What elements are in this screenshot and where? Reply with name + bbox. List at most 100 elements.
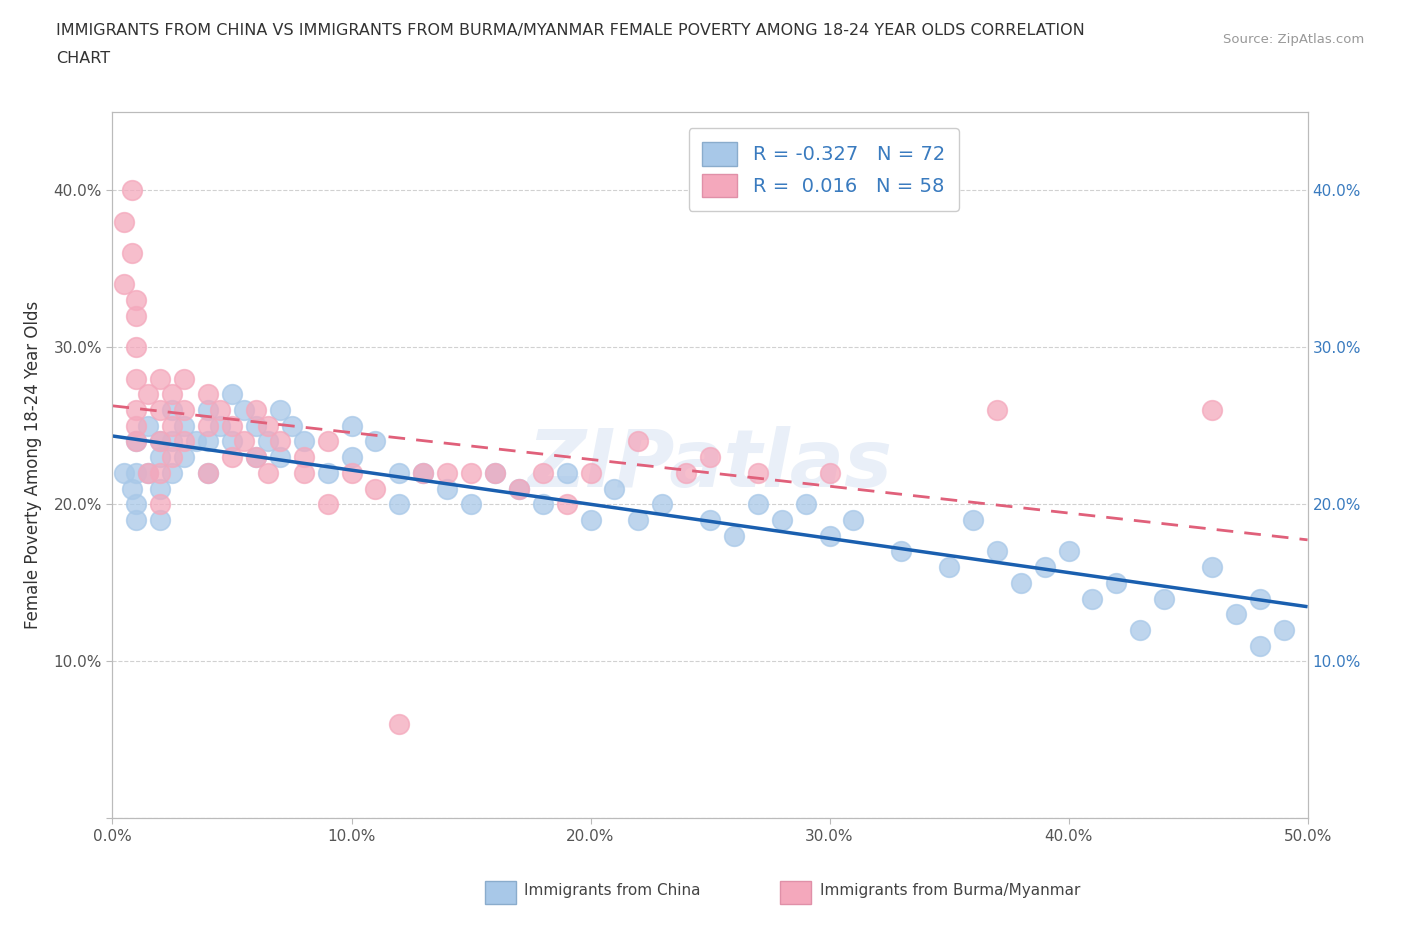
Point [1249,638,1271,653]
Point [125,418,148,433]
Point [579,465,602,480]
Point [364,481,387,496]
Point [173,403,195,418]
Point [340,418,363,433]
Point [388,497,411,512]
Point [890,544,912,559]
Point [138,418,160,433]
Point [1081,591,1104,606]
Point [197,403,219,418]
Point [627,434,650,449]
Point [484,465,506,480]
Point [484,465,506,480]
Point [125,465,148,480]
Point [138,387,160,402]
Point [269,450,291,465]
Point [197,434,219,449]
Point [149,465,172,480]
Point [245,403,267,418]
Point [938,560,960,575]
Point [125,512,148,527]
Point [149,497,172,512]
Point [460,465,482,480]
Point [531,465,554,480]
Point [138,465,160,480]
Point [818,465,841,480]
Point [121,246,143,260]
Point [316,465,339,480]
Point [603,481,626,496]
Text: Immigrants from Burma/Myanmar: Immigrants from Burma/Myanmar [820,884,1080,898]
Point [125,339,148,354]
Point [162,465,183,480]
Point [257,434,280,449]
Point [162,418,183,433]
Point [1249,591,1271,606]
Point [114,277,135,292]
Point [257,465,280,480]
Text: IMMIGRANTS FROM CHINA VS IMMIGRANTS FROM BURMA/MYANMAR FEMALE POVERTY AMONG 18-2: IMMIGRANTS FROM CHINA VS IMMIGRANTS FROM… [56,23,1085,38]
Point [1057,544,1080,559]
Point [221,434,243,449]
Point [197,465,219,480]
Point [388,465,411,480]
Point [1153,591,1175,606]
Text: Source: ZipAtlas.com: Source: ZipAtlas.com [1223,33,1364,46]
Point [149,481,172,496]
Point [173,418,195,433]
Point [149,512,172,527]
Point [281,418,304,433]
Point [197,465,219,480]
Point [125,403,148,418]
Point [292,465,315,480]
Point [555,465,578,480]
Point [257,418,280,433]
Text: CHART: CHART [56,51,110,66]
Point [340,450,363,465]
Point [173,450,195,465]
Point [292,434,315,449]
Point [121,182,143,197]
Point [197,418,219,433]
Point [125,497,148,512]
Point [197,387,219,402]
Point [508,481,530,496]
Y-axis label: Female Poverty Among 18-24 Year Olds: Female Poverty Among 18-24 Year Olds [24,301,42,629]
Point [986,403,1008,418]
Point [340,465,363,480]
Point [162,387,183,402]
Point [460,497,482,512]
Point [209,403,232,418]
Point [1201,403,1223,418]
Point [508,481,530,496]
Point [1105,576,1128,591]
Point [292,450,315,465]
Point [125,371,148,386]
Point [412,465,434,480]
Point [316,434,339,449]
Point [245,418,267,433]
Point [125,434,148,449]
Point [125,434,148,449]
Point [747,497,769,512]
Point [269,403,291,418]
Point [221,418,243,433]
Point [627,512,650,527]
Point [233,403,256,418]
Point [114,465,135,480]
Point [1225,606,1247,621]
Point [723,528,745,543]
Point [651,497,673,512]
Point [233,434,256,449]
Legend: R = -0.327   N = 72, R =  0.016   N = 58: R = -0.327 N = 72, R = 0.016 N = 58 [689,128,959,211]
Point [149,434,172,449]
Point [173,371,195,386]
Point [186,434,208,449]
Point [125,293,148,308]
Point [794,497,817,512]
Point [221,387,243,402]
Point [316,497,339,512]
Point [842,512,865,527]
Point [412,465,434,480]
Point [162,403,183,418]
